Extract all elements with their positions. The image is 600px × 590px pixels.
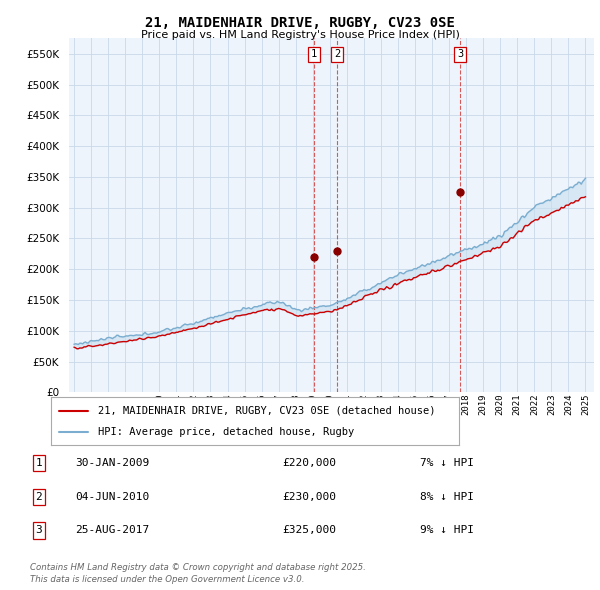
- Text: 3: 3: [457, 50, 463, 59]
- Text: 21, MAIDENHAIR DRIVE, RUGBY, CV23 0SE (detached house): 21, MAIDENHAIR DRIVE, RUGBY, CV23 0SE (d…: [98, 405, 436, 415]
- Text: 1: 1: [35, 458, 43, 468]
- Text: 9% ↓ HPI: 9% ↓ HPI: [420, 526, 474, 535]
- Text: 04-JUN-2010: 04-JUN-2010: [75, 492, 149, 502]
- Text: 21, MAIDENHAIR DRIVE, RUGBY, CV23 0SE: 21, MAIDENHAIR DRIVE, RUGBY, CV23 0SE: [145, 16, 455, 30]
- Text: 7% ↓ HPI: 7% ↓ HPI: [420, 458, 474, 468]
- Text: 2: 2: [35, 492, 43, 502]
- Text: £220,000: £220,000: [282, 458, 336, 468]
- Text: HPI: Average price, detached house, Rugby: HPI: Average price, detached house, Rugb…: [98, 427, 354, 437]
- Text: £325,000: £325,000: [282, 526, 336, 535]
- Text: 30-JAN-2009: 30-JAN-2009: [75, 458, 149, 468]
- Text: This data is licensed under the Open Government Licence v3.0.: This data is licensed under the Open Gov…: [30, 575, 305, 584]
- Text: Contains HM Land Registry data © Crown copyright and database right 2025.: Contains HM Land Registry data © Crown c…: [30, 563, 366, 572]
- Text: £230,000: £230,000: [282, 492, 336, 502]
- Text: 1: 1: [311, 50, 317, 59]
- Text: 8% ↓ HPI: 8% ↓ HPI: [420, 492, 474, 502]
- Text: 3: 3: [35, 526, 43, 535]
- Text: Price paid vs. HM Land Registry's House Price Index (HPI): Price paid vs. HM Land Registry's House …: [140, 30, 460, 40]
- Text: 2: 2: [334, 50, 340, 59]
- Text: 25-AUG-2017: 25-AUG-2017: [75, 526, 149, 535]
